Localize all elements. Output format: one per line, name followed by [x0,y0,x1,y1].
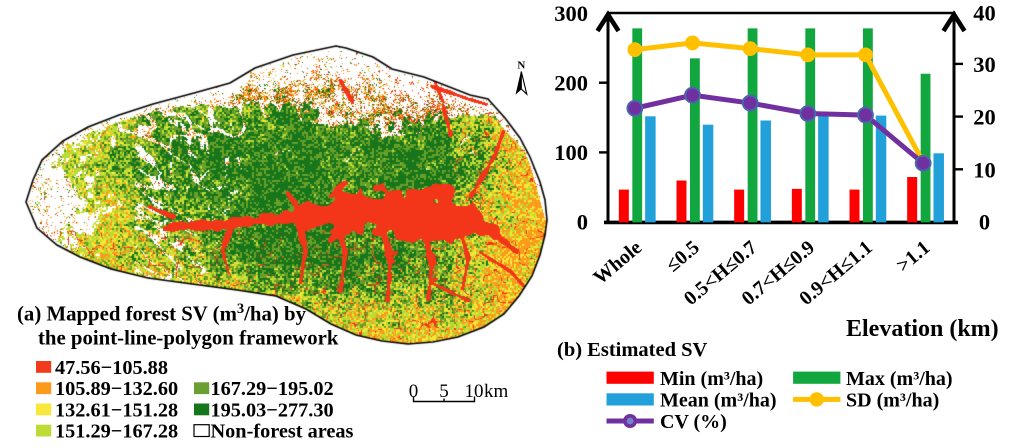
svg-text:10: 10 [973,158,996,183]
svg-text:>1.1: >1.1 [892,236,934,276]
svg-text:≤0.5: ≤0.5 [662,236,704,276]
svg-text:105.89−132.60: 105.89−132.60 [55,378,178,400]
svg-text:40: 40 [973,1,996,26]
svg-text:(b) Estimated SV: (b) Estimated SV [557,339,708,361]
svg-text:167.29−195.02: 167.29−195.02 [211,378,334,400]
svg-text:100: 100 [554,140,588,165]
svg-text:0: 0 [577,210,588,235]
svg-text:Elevation (km): Elevation (km) [846,316,999,342]
svg-text:Whole: Whole [589,236,646,289]
svg-text:5: 5 [439,381,449,402]
svg-text:47.56−105.88: 47.56−105.88 [55,357,168,379]
svg-text:300: 300 [554,1,588,26]
svg-text:SD (m³/ha): SD (m³/ha) [846,390,939,412]
svg-text:10: 10 [465,381,484,402]
svg-text:km: km [484,381,509,402]
svg-text:132.61−151.28: 132.61−151.28 [55,399,178,421]
svg-text:Min (m³/ha): Min (m³/ha) [660,368,763,390]
svg-text:Max (m³/ha): Max (m³/ha) [846,368,953,390]
svg-text:195.03−277.30: 195.03−277.30 [211,399,334,421]
svg-text:(a) Mapped forest SV (m3/ha) b: (a) Mapped forest SV (m3/ha) by [17,301,307,326]
svg-text:20: 20 [973,105,996,130]
svg-text:30: 30 [973,52,996,77]
svg-text:the point-line-polygon framewo: the point-line-polygon framework [38,327,339,350]
svg-text:0: 0 [409,381,419,402]
svg-text:151.29−167.28: 151.29−167.28 [55,421,178,443]
svg-text:200: 200 [554,71,588,96]
svg-text:N: N [517,60,525,72]
svg-text:Non-forest areas: Non-forest areas [211,421,354,443]
svg-text:Mean (m³/ha): Mean (m³/ha) [660,390,777,412]
svg-text:0: 0 [979,210,990,235]
svg-text:CV (%): CV (%) [660,411,727,433]
